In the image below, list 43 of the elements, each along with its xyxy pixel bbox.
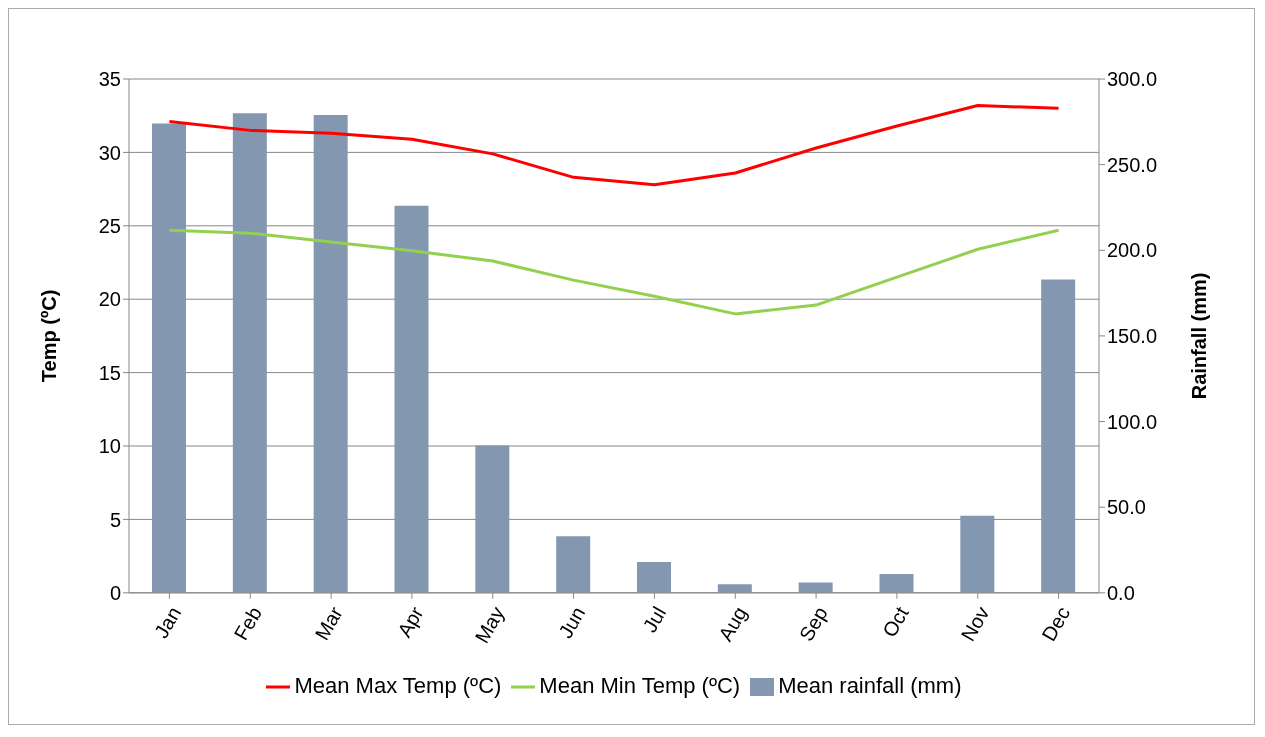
legend-label: Mean Max Temp (ºC) (294, 672, 502, 698)
y2-tick-label: 50.0 (1107, 496, 1146, 519)
y-tick-label: 5 (109, 508, 121, 531)
y-tick-label: 35 (98, 68, 121, 91)
x-tick-label: Mar (310, 602, 348, 644)
bar (717, 584, 752, 593)
y2-tick-label: 0.0 (1107, 581, 1135, 604)
y-tick-label: 30 (98, 141, 121, 164)
bar (232, 113, 267, 593)
y2-tick-label: 250.0 (1107, 153, 1158, 176)
y2-tick-label: 100.0 (1107, 410, 1158, 433)
y-tick-label: 10 (98, 435, 121, 458)
bar (1041, 279, 1076, 593)
line-series (167, 103, 1061, 187)
bar (637, 561, 671, 593)
y-tick-label: 0 (109, 581, 121, 604)
bar (556, 536, 591, 593)
y2-tick-label: 300.0 (1107, 68, 1158, 91)
x-tick-label: Jun (554, 602, 590, 642)
y-tick-label: 15 (98, 361, 121, 384)
bar (475, 445, 510, 593)
y-axis-title: Temp (ºC) (38, 289, 61, 383)
x-tick-label: Dec (1037, 602, 1075, 645)
bar (879, 573, 914, 593)
legend-label: Mean rainfall (mm) (778, 672, 962, 698)
x-tick-label: Apr (393, 602, 428, 641)
x-tick-label: Sep (795, 602, 832, 645)
x-tick-label: Nov (956, 602, 994, 645)
legend-label: Mean Min Temp (ºC) (539, 672, 741, 698)
y-tick-label: 25 (98, 214, 121, 237)
x-tick-label: Oct (878, 602, 913, 641)
x-tick-label: Jan (150, 602, 186, 642)
y2-tick-label: 150.0 (1107, 325, 1158, 348)
y2-tick-label: 200.0 (1107, 239, 1158, 262)
bar (152, 123, 186, 593)
line-series (167, 228, 1061, 316)
x-tick-label: Jul (638, 602, 671, 637)
bar (394, 205, 429, 593)
bar (313, 114, 348, 593)
y2-axis-title: Rainfall (mm) (1188, 272, 1211, 400)
x-tick-label: Feb (229, 602, 267, 644)
y-tick-label: 20 (98, 288, 121, 311)
bar (960, 515, 995, 593)
